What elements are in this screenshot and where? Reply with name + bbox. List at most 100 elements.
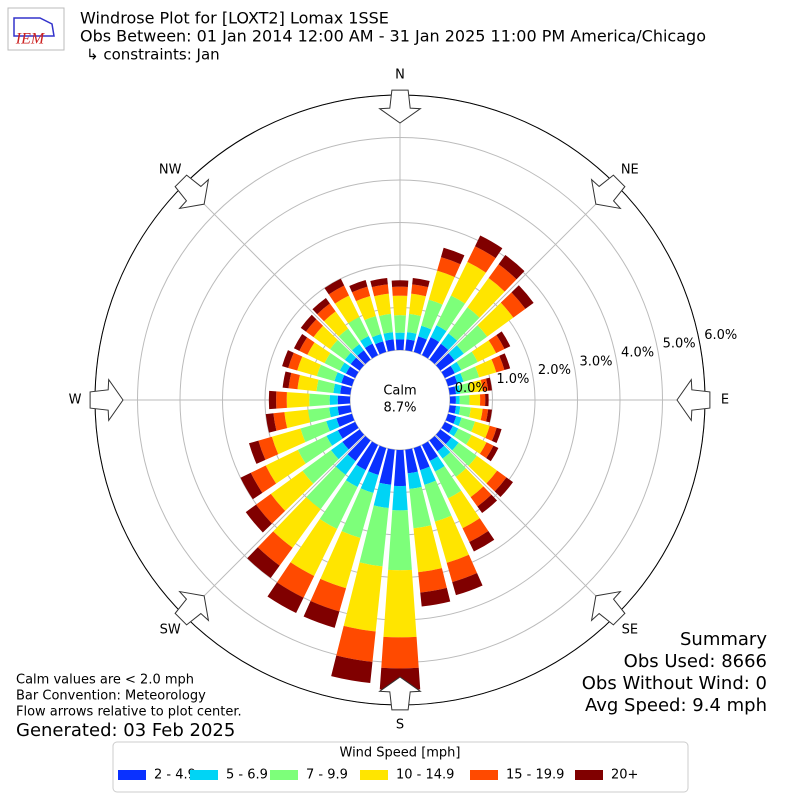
bar-segment [349,280,368,293]
bar-segment [467,246,496,273]
bar-segment [331,655,373,684]
bar-segment [441,421,453,433]
bar-segment [409,293,426,317]
bar-segment [421,299,443,330]
bar-segment [448,386,457,395]
bar-segment [347,435,371,462]
bar-segment [424,480,452,522]
bar-segment [317,303,336,322]
bar-segment [434,515,469,563]
bar-segment [265,449,306,484]
logo: IEM [7,7,65,51]
bar-segment [250,465,277,493]
bar-segment [306,466,346,510]
bar-segment [326,418,340,432]
bar-segment [469,394,481,406]
bar-segment [290,518,338,576]
bar-segment [452,442,477,467]
bar-segment [511,285,534,309]
bar-segment [371,284,389,297]
r-tick-label: 4.0% [621,346,654,361]
bar-segment [437,257,461,278]
bar-segment [445,437,459,451]
bar-segment [360,335,373,348]
bar-segment [429,343,449,365]
bar-segment [405,448,418,474]
bar-segment [477,302,514,337]
bar-segment [454,385,461,395]
bar-segment [258,436,279,460]
bar-segment [454,373,464,384]
bar-segment [475,359,497,378]
title: Windrose Plot for [LOXT2] Lomax 1SSE [80,9,389,28]
bar-segment [300,421,330,443]
bar-segment [429,435,445,452]
bar-segment [456,325,488,354]
r-tick-label: 0.0% [455,381,488,396]
bar-segment [284,409,311,429]
bar-segment [351,344,364,356]
bar-segment [342,429,365,450]
bar-segment [445,375,458,387]
bar-segment [471,421,490,438]
bar-segment [288,372,300,390]
bar-segment [488,334,505,354]
bar-segment [480,378,489,392]
bar-segment [420,587,451,607]
bar-segment [469,407,483,421]
bar-segment [334,295,360,324]
compass-label: W [69,393,82,408]
bar-segment [477,494,498,513]
bar-segment [308,407,331,423]
bar-segment [441,365,455,379]
bar-segment [348,316,369,341]
compass-label: SE [622,622,638,637]
bar-segment [435,353,455,371]
bar-segment [302,450,339,484]
bar-segment [471,340,497,363]
bar-segment [329,395,338,405]
bar-segment [488,264,517,292]
bar-segment [393,449,407,487]
bar-segment [486,409,492,423]
bar-segment [467,278,505,318]
compass-label: SW [160,622,181,637]
bar-segment [300,314,317,332]
bar-segment [450,361,462,374]
bar-segment [458,406,471,418]
bar-segment [494,477,513,498]
bar-segment [368,445,387,476]
bar-segment [270,470,314,511]
bar-segment [445,413,457,424]
bar-segment [341,375,355,387]
flow-arrow [590,590,626,626]
bar-segment [446,554,478,583]
bar-segment [442,452,467,477]
bar-segment [374,293,391,317]
bar-segment [375,341,387,355]
legend-label: 20+ [611,768,638,783]
bar-segment [324,353,345,371]
bar-segment [335,454,356,475]
flow-arrow [378,89,422,124]
bar-segment [420,466,436,485]
legend-label: 7 - 9.9 [306,768,348,783]
bar-segment [428,270,455,305]
bar-segment [337,395,351,405]
bar-segment [409,486,432,529]
bar-segment [413,445,430,471]
bar-segment [385,339,395,352]
bar-segment [460,366,480,382]
bar-segment [496,331,511,350]
spoke [183,435,365,617]
flow-arrow [676,378,711,422]
bar-segment [470,486,492,507]
logo-frame [7,7,65,51]
bar-segment [356,441,379,471]
flow-arrow [378,676,422,711]
bar-segment [265,413,277,433]
bar-segment [337,405,352,416]
flow-arrow [174,174,210,210]
bar-segment [383,569,417,638]
